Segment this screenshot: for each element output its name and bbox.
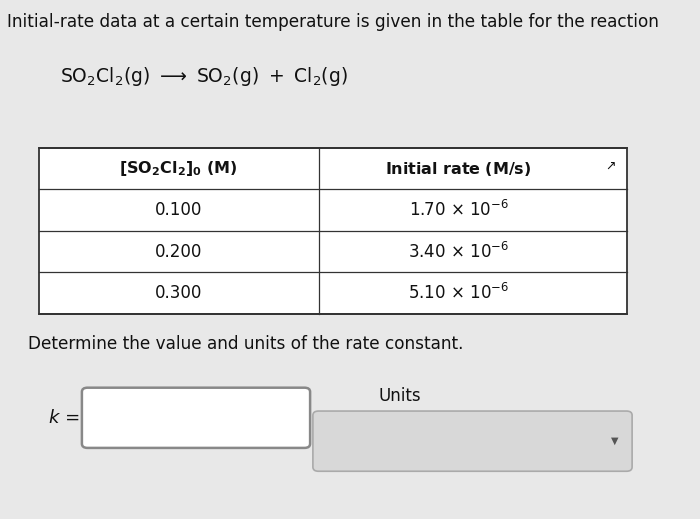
Bar [38, 148, 626, 314]
Text: 5.10 $\times$ $10^{-6}$: 5.10 $\times$ $10^{-6}$ [408, 283, 509, 303]
Text: Determine the value and units of the rate constant.: Determine the value and units of the rat… [28, 335, 463, 353]
FancyBboxPatch shape [313, 411, 632, 471]
Text: 1.70 $\times$ $10^{-6}$: 1.70 $\times$ $10^{-6}$ [409, 200, 508, 220]
FancyBboxPatch shape [82, 388, 310, 448]
Text: 0.100: 0.100 [155, 201, 202, 219]
Text: ↗: ↗ [606, 159, 616, 173]
Text: 0.200: 0.200 [155, 243, 202, 261]
Text: $\mathbf{[SO_2Cl_2]_0\ (M)}$: $\mathbf{[SO_2Cl_2]_0\ (M)}$ [119, 159, 238, 178]
Text: $\mathbf{Initial\ rate\ (M/s)}$: $\mathbf{Initial\ rate\ (M/s)}$ [386, 160, 531, 177]
Text: 0.300: 0.300 [155, 284, 202, 302]
Text: $\mathregular{SO_2Cl_2(g)\ \longrightarrow\ SO_2(g)\ +\ Cl_2(g)}$: $\mathregular{SO_2Cl_2(g)\ \longrightarr… [60, 65, 347, 88]
Text: Initial-rate data at a certain temperature is given in the table for the reactio: Initial-rate data at a certain temperatu… [7, 13, 659, 31]
Text: 3.40 $\times$ $10^{-6}$: 3.40 $\times$ $10^{-6}$ [408, 242, 509, 262]
Text: Units: Units [378, 387, 421, 405]
Text: k =: k = [49, 409, 80, 427]
Text: ▼: ▼ [610, 436, 618, 446]
